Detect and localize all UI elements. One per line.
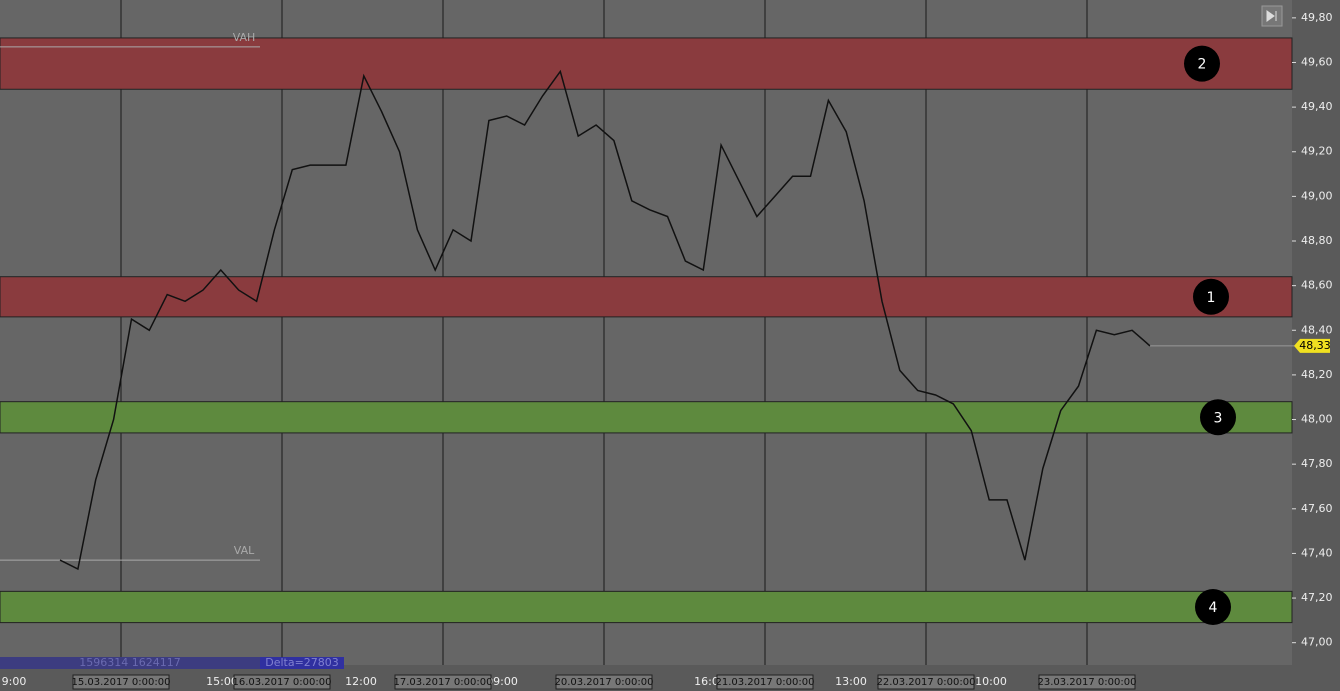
x-tick-label: 15:00 bbox=[206, 675, 238, 688]
date-box bbox=[877, 674, 975, 690]
zone-badge bbox=[1200, 399, 1236, 436]
date-label: 22.03.2017 0:00:00 bbox=[877, 677, 976, 688]
y-tick-label: 47,40 bbox=[1301, 546, 1333, 559]
date-box bbox=[1038, 674, 1136, 690]
last-price-label: 48,33 bbox=[1299, 339, 1331, 352]
y-tick-label: 49,60 bbox=[1301, 55, 1333, 68]
x-tick-label: 10:00 bbox=[975, 675, 1007, 688]
date-label: 16.03.2017 0:00:00 bbox=[233, 677, 332, 688]
y-tick-label: 48,40 bbox=[1301, 323, 1333, 336]
zone bbox=[0, 276, 1293, 318]
date-label: 23.03.2017 0:00:00 bbox=[1038, 677, 1137, 688]
zone-label: 4 bbox=[1209, 600, 1218, 616]
last-price-tag bbox=[1294, 338, 1330, 353]
zone-label: 2 bbox=[1198, 57, 1207, 73]
y-tick-label: 49,20 bbox=[1301, 145, 1333, 158]
delta-text: Delta=27803 bbox=[265, 656, 339, 669]
delta-box bbox=[260, 657, 344, 669]
y-tick-label: 48,00 bbox=[1301, 413, 1333, 426]
y-tick-label: 49,80 bbox=[1301, 11, 1333, 24]
y-tick-label: 47,00 bbox=[1301, 636, 1333, 649]
price-line bbox=[59, 69, 1151, 571]
zone bbox=[0, 590, 1293, 624]
y-tick-label: 47,60 bbox=[1301, 502, 1333, 515]
date-box bbox=[394, 674, 492, 690]
date-box bbox=[233, 674, 331, 690]
scroll-icon bbox=[1266, 10, 1277, 22]
y-tick-label: 47,20 bbox=[1301, 591, 1333, 604]
y-tick-label: 47,80 bbox=[1301, 457, 1333, 470]
y-tick-label: 49,40 bbox=[1301, 100, 1333, 113]
reference-label: VAH bbox=[233, 31, 256, 44]
x-tick-label: 9:00 bbox=[2, 675, 27, 688]
zone-badge bbox=[1193, 278, 1229, 315]
y-tick-label: 49,00 bbox=[1301, 189, 1333, 202]
plot-area bbox=[0, 0, 1292, 665]
profile-text: 1596314 1624117 bbox=[79, 656, 180, 669]
date-label: 15.03.2017 0:00:00 bbox=[72, 677, 171, 688]
zone-label: 1 bbox=[1207, 290, 1216, 306]
y-tick-label: 48,60 bbox=[1301, 279, 1333, 292]
zone-badge bbox=[1195, 588, 1231, 625]
x-tick-label: 09:00 bbox=[486, 675, 518, 688]
zone-label: 3 bbox=[1214, 410, 1223, 426]
zone bbox=[0, 37, 1293, 90]
zone-badge bbox=[1184, 45, 1220, 82]
y-tick-label: 48,80 bbox=[1301, 234, 1333, 247]
x-tick-label: 12:00 bbox=[345, 675, 377, 688]
y-tick-label: 48,20 bbox=[1301, 368, 1333, 381]
date-box bbox=[555, 674, 653, 690]
date-box bbox=[716, 674, 814, 690]
zone bbox=[0, 401, 1293, 434]
date-box bbox=[72, 674, 170, 690]
date-label: 20.03.2017 0:00:00 bbox=[555, 677, 654, 688]
x-tick-label: 13:00 bbox=[835, 675, 867, 688]
profile-box bbox=[0, 657, 260, 669]
date-label: 21.03.2017 0:00:00 bbox=[716, 677, 815, 688]
reference-label: VAL bbox=[234, 544, 255, 557]
date-label: 17.03.2017 0:00:00 bbox=[394, 677, 493, 688]
